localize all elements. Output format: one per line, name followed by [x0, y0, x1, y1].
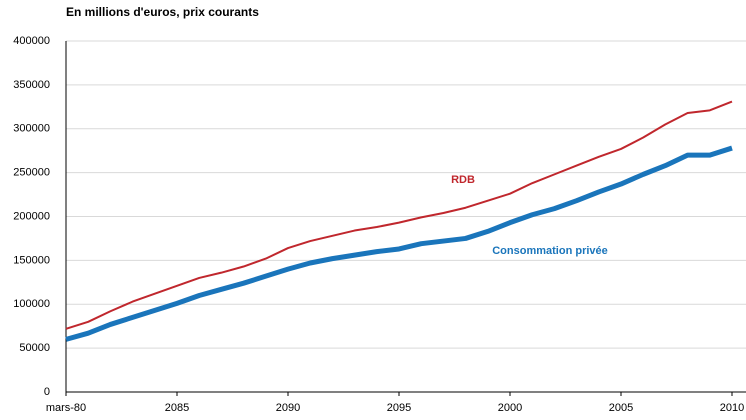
line-series — [65, 145, 733, 342]
x-tick-label: 2090 — [276, 402, 300, 414]
series-label: RDB — [451, 174, 475, 186]
y-tick-label: 50000 — [19, 342, 50, 354]
x-tick-label: 2095 — [387, 402, 411, 414]
line-series — [65, 100, 733, 330]
series-label: Consommation privée — [492, 245, 608, 257]
y-tick-label: 200000 — [13, 210, 50, 222]
x-tick-label: 2005 — [609, 402, 633, 414]
y-tick-label: 300000 — [13, 123, 50, 135]
y-tick-label: 250000 — [13, 167, 50, 179]
y-tick-label: 0 — [44, 386, 50, 398]
y-tick-label: 350000 — [13, 79, 50, 91]
x-tick-label: 2010 — [720, 402, 744, 414]
x-tick-label: 2000 — [498, 402, 522, 414]
y-tick-label: 400000 — [13, 35, 50, 47]
chart-title: En millions d'euros, prix courants — [66, 5, 259, 19]
y-tick-label: 100000 — [13, 298, 50, 310]
x-tick-label: mars-80 — [46, 402, 86, 414]
y-tick-label: 150000 — [13, 254, 50, 266]
x-tick-label: 2085 — [165, 402, 189, 414]
